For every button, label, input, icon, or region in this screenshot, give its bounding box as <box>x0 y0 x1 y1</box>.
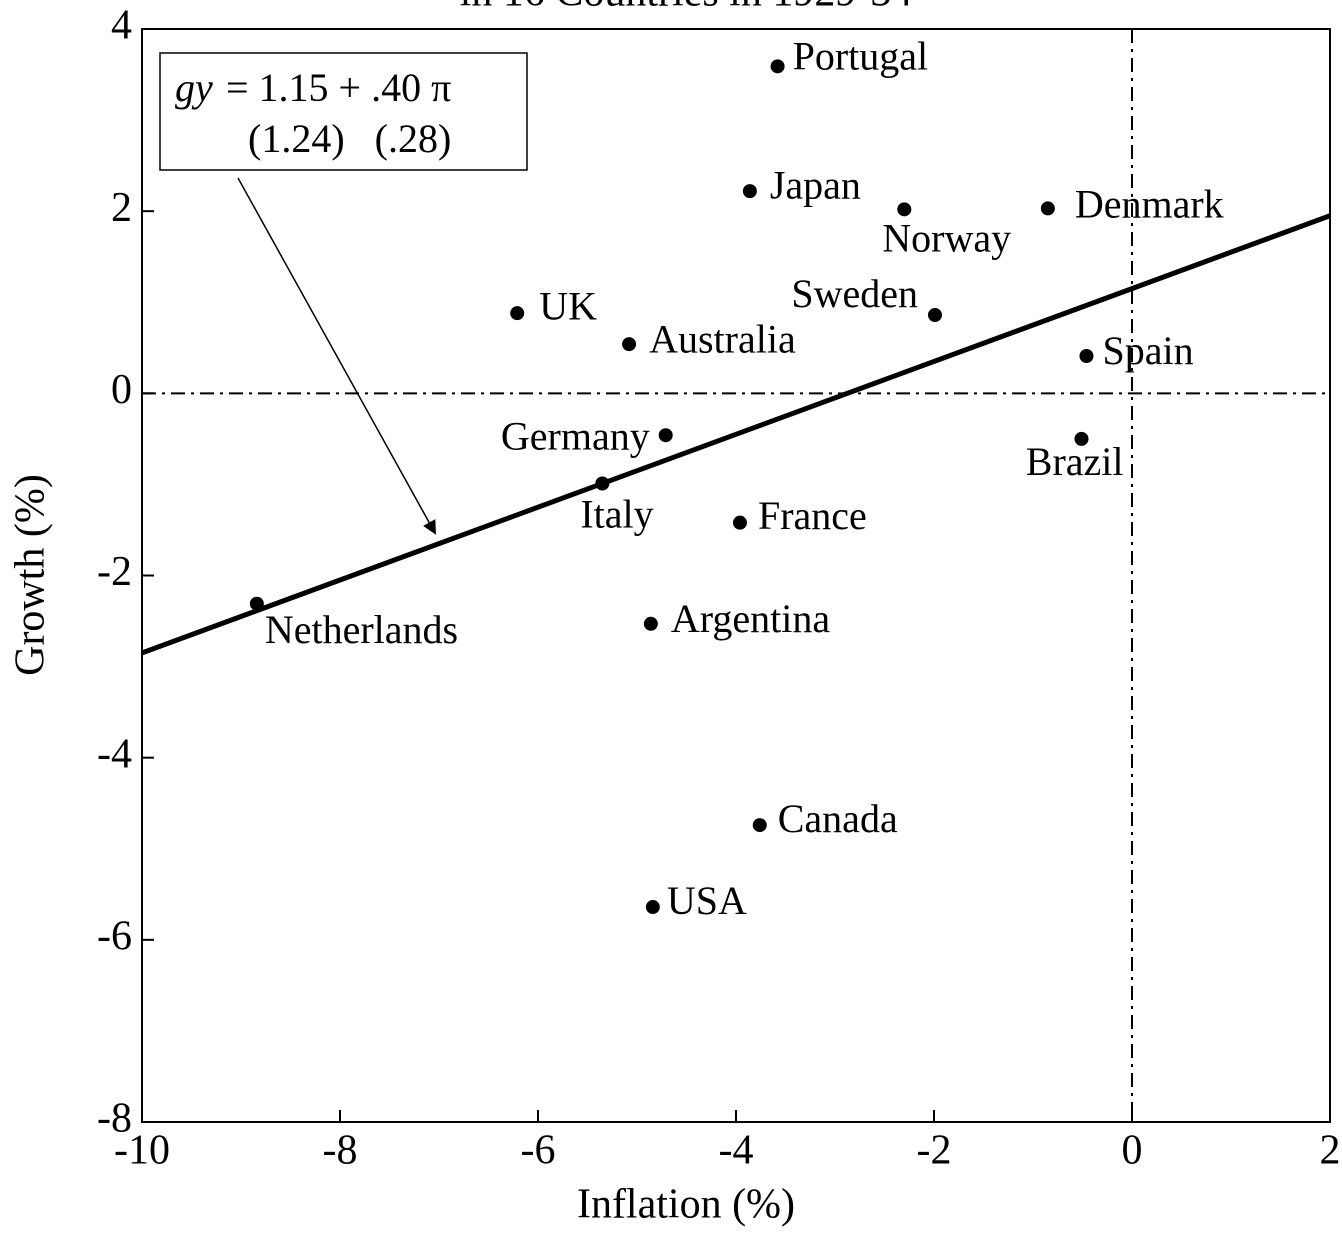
x-tick-label: -2 <box>917 1128 952 1174</box>
data-point <box>643 616 658 631</box>
equation-rhs: = 1.15 + .40 π <box>226 65 451 110</box>
fit-line <box>142 213 1330 656</box>
data-point <box>897 202 912 217</box>
point-label: UK <box>539 283 597 328</box>
chart-title: in 16 Countries in 1929-34 <box>460 0 913 16</box>
data-point <box>595 476 610 491</box>
point-label: Germany <box>501 413 650 458</box>
data-point <box>249 596 264 611</box>
x-tick-label: -8 <box>323 1128 358 1174</box>
point-label: Denmark <box>1075 182 1224 227</box>
x-tick-label: 0 <box>1122 1128 1143 1174</box>
equation-box <box>159 52 528 171</box>
x-tick-label: -10 <box>114 1128 170 1174</box>
point-label: USA <box>667 878 747 923</box>
data-point <box>510 306 525 321</box>
data-point <box>622 337 637 352</box>
point-label: France <box>758 493 867 538</box>
data-point <box>732 515 747 530</box>
point-label: Sweden <box>791 271 918 316</box>
point-label: Australia <box>649 316 796 361</box>
x-tick-label: 2 <box>1320 1128 1341 1174</box>
data-point <box>658 428 673 443</box>
data-point <box>927 308 942 323</box>
y-tick-label: -6 <box>97 913 132 959</box>
point-label: Netherlands <box>265 607 458 652</box>
equation-std-errors: (1.24) (.28) <box>248 116 451 161</box>
point-label: Norway <box>882 216 1011 261</box>
plot-area <box>142 29 1330 1122</box>
x-axis-label: Inflation (%) <box>577 1182 795 1228</box>
data-point <box>770 59 785 74</box>
data-point <box>752 818 767 833</box>
x-tick-label: -4 <box>719 1128 754 1174</box>
y-tick-label: 0 <box>111 367 132 413</box>
x-tick-label: -6 <box>521 1128 556 1174</box>
point-label: Japan <box>770 162 861 207</box>
y-tick-label: 4 <box>111 3 132 49</box>
y-tick-label: 2 <box>111 185 132 231</box>
y-tick-label: -4 <box>97 731 132 777</box>
point-label: Canada <box>778 796 898 841</box>
point-label: Italy <box>580 492 653 537</box>
y-tick-label: -2 <box>97 549 132 595</box>
point-label: Spain <box>1102 328 1193 373</box>
data-point <box>1040 201 1055 216</box>
y-tick-label: -8 <box>97 1096 132 1142</box>
point-label: Portugal <box>793 34 929 79</box>
data-point <box>742 184 757 199</box>
point-label: Argentina <box>671 596 830 641</box>
data-point <box>645 900 660 915</box>
data-point <box>1074 431 1089 446</box>
equation-arrow <box>237 177 436 535</box>
y-axis-label: Growth (%) <box>8 474 54 676</box>
data-point <box>1079 348 1094 363</box>
point-label: Brazil <box>1026 439 1124 484</box>
equation-lhs: gy <box>175 65 213 110</box>
